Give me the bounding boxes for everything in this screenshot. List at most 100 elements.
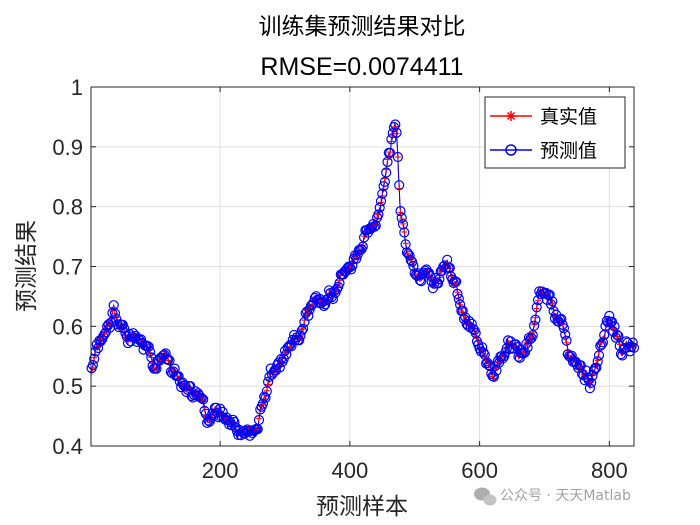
point-predicted xyxy=(528,320,540,331)
point-predicted xyxy=(453,293,464,304)
point-predicted xyxy=(92,342,104,354)
point-predicted xyxy=(403,248,414,259)
point-predicted xyxy=(260,392,271,403)
point-predicted xyxy=(613,331,624,342)
point-predicted xyxy=(143,341,154,352)
y-tick-label: 0.6 xyxy=(52,314,83,339)
point-actual xyxy=(455,296,462,303)
y-tick-label: 1 xyxy=(71,75,83,100)
point-predicted xyxy=(285,339,296,351)
point-predicted xyxy=(544,289,555,300)
point-actual xyxy=(165,357,172,364)
legend-marker-predicted xyxy=(505,144,517,156)
point-actual xyxy=(403,250,410,257)
point-predicted xyxy=(163,354,174,365)
x-tick-label: 400 xyxy=(331,458,368,483)
point-predicted xyxy=(452,288,463,299)
point-actual xyxy=(402,240,409,247)
y-tick-label: 0.4 xyxy=(52,434,83,459)
x-axis-label: 预测样本 xyxy=(316,494,408,520)
point-predicted xyxy=(396,212,407,223)
chart-title: 训练集预测结果对比 xyxy=(259,14,466,40)
point-predicted xyxy=(128,328,139,339)
point-predicted xyxy=(344,262,355,273)
point-predicted xyxy=(604,310,615,321)
y-axis-label: 预测结果 xyxy=(14,220,40,312)
y-tick-label: 0.7 xyxy=(52,255,83,280)
point-predicted xyxy=(394,180,405,191)
point-predicted xyxy=(418,267,429,278)
point-actual xyxy=(475,338,482,345)
y-tick-label: 0.9 xyxy=(52,135,83,160)
markers xyxy=(86,119,640,441)
point-predicted xyxy=(627,337,638,348)
point-predicted xyxy=(547,296,558,307)
point-predicted xyxy=(388,121,400,133)
point-predicted xyxy=(592,356,603,367)
point-predicted xyxy=(373,209,384,220)
point-predicted xyxy=(595,340,606,351)
point-predicted xyxy=(377,188,388,199)
point-predicted xyxy=(584,383,596,394)
point-predicted xyxy=(464,316,475,327)
point-actual xyxy=(602,326,609,333)
point-predicted xyxy=(331,284,342,295)
point-predicted xyxy=(401,247,412,258)
point-predicted xyxy=(390,119,401,130)
point-predicted xyxy=(228,414,239,425)
point-predicted xyxy=(601,315,612,326)
point-predicted xyxy=(303,310,314,321)
tick-labels: 0.4 0.5 0.6 0.7 0.8 0.9 1 200 400 600 800 xyxy=(52,75,627,483)
point-predicted xyxy=(400,239,411,250)
point-actual xyxy=(397,209,404,216)
point-actual xyxy=(533,305,540,312)
point-predicted xyxy=(298,323,309,334)
wechat-icon xyxy=(474,487,497,506)
legend: 真实值 预测值 xyxy=(484,96,626,169)
grid xyxy=(91,86,634,447)
point-predicted xyxy=(370,220,381,231)
point-predicted xyxy=(196,393,207,404)
point-predicted xyxy=(108,300,119,311)
legend-marker-actual xyxy=(506,111,516,121)
point-predicted xyxy=(144,346,156,357)
point-predicted xyxy=(295,330,306,341)
chart-subtitle: RMSE=0.0074411 xyxy=(260,53,463,81)
point-predicted xyxy=(560,329,571,340)
point-actual xyxy=(387,149,394,156)
legend-label-predicted: 预测值 xyxy=(540,140,597,162)
x-tick-label: 200 xyxy=(202,458,239,483)
point-actual xyxy=(256,415,263,422)
point-predicted xyxy=(611,329,623,341)
point-predicted xyxy=(451,276,462,287)
point-predicted xyxy=(378,181,389,192)
point-predicted xyxy=(289,329,300,341)
point-predicted xyxy=(440,262,451,274)
point-predicted xyxy=(317,296,328,307)
point-predicted xyxy=(386,134,397,145)
point-predicted xyxy=(405,255,416,266)
point-predicted xyxy=(430,272,441,284)
point-predicted xyxy=(134,335,145,346)
point-actual xyxy=(152,366,159,373)
ticks xyxy=(91,86,634,447)
point-actual xyxy=(377,199,384,206)
point-predicted xyxy=(327,293,339,305)
point-predicted xyxy=(586,377,597,388)
point-predicted xyxy=(142,340,153,351)
point-predicted xyxy=(392,151,403,163)
point-predicted xyxy=(433,278,444,289)
point-actual xyxy=(394,154,401,161)
point-predicted xyxy=(99,328,110,340)
point-predicted xyxy=(385,147,396,159)
watermark-text: 公众号 · 天天Matlab xyxy=(500,488,631,504)
point-predicted xyxy=(408,260,419,271)
point-predicted xyxy=(198,394,209,405)
point-predicted xyxy=(580,365,592,376)
point-predicted xyxy=(375,196,387,207)
point-predicted xyxy=(558,323,570,334)
point-predicted xyxy=(343,261,354,272)
point-predicted xyxy=(448,277,459,289)
legend-label-actual: 真实值 xyxy=(540,106,597,128)
point-predicted xyxy=(215,403,226,414)
